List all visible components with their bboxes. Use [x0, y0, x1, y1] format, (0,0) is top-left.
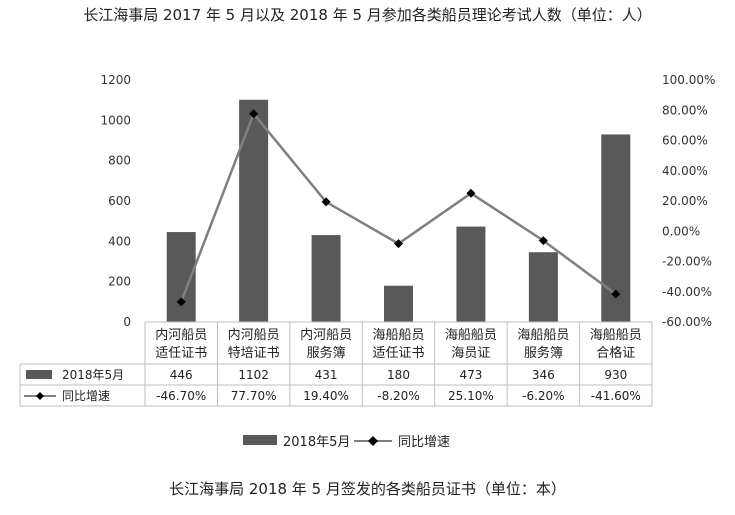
data-label: 473	[459, 368, 482, 382]
data-label: -6.20%	[522, 389, 564, 403]
data-label: 1102	[238, 368, 269, 382]
data-label: 930	[604, 368, 627, 382]
right-tick-label: -40.00%	[662, 285, 712, 299]
left-tick-label: 600	[108, 194, 131, 208]
legend-key-bar	[26, 370, 52, 379]
category-label: 适任证书	[155, 346, 207, 361]
data-label: 25.10%	[448, 389, 494, 403]
left-tick-label: 1200	[100, 73, 131, 87]
left-tick-label: 400	[108, 234, 131, 248]
line-point	[611, 289, 621, 299]
line-point	[466, 188, 476, 198]
data-label: 19.40%	[303, 389, 349, 403]
line-point	[394, 239, 403, 249]
line-point	[176, 297, 186, 307]
category-label: 合格证	[596, 345, 635, 361]
category-label: 特培证书	[228, 345, 280, 361]
bar	[528, 252, 558, 322]
category-label: 适任证书	[372, 346, 424, 361]
legend-label: 同比增速	[398, 435, 450, 450]
category-label: 服务簿	[307, 345, 346, 361]
data-label: 446	[170, 368, 193, 382]
legend-key-bar	[243, 435, 277, 445]
data-label: -46.70%	[156, 389, 206, 403]
category-label: 海船船员	[590, 328, 642, 343]
right-tick-label: 20.00%	[662, 194, 708, 208]
bar	[311, 235, 341, 322]
category-label: 内河船员	[300, 327, 352, 343]
right-tick-label: 80.00%	[662, 103, 708, 117]
left-tick-label: 0	[123, 315, 131, 329]
category-label: 内河船员	[155, 327, 207, 343]
bar	[384, 285, 413, 322]
data-label: 180	[387, 368, 410, 382]
figure-caption: 长江海事局 2018 年 5 月签发的各类船员证书（单位：本）	[169, 480, 566, 498]
chart-title: 长江海事局 2017 年 5 月以及 2018 年 5 月参加各类船员理论考试人…	[83, 6, 652, 24]
category-label: 海船船员	[372, 328, 424, 343]
left-tick-label: 200	[108, 275, 131, 289]
legend-key-marker	[36, 392, 44, 400]
right-tick-label: 0.00%	[662, 224, 700, 238]
line-point	[321, 197, 331, 207]
row-header: 同比增速	[62, 389, 110, 403]
line-point	[538, 236, 548, 246]
data-label: 346	[532, 368, 555, 382]
data-label: 431	[315, 368, 338, 382]
category-label: 海船船员	[445, 328, 497, 343]
line-point	[249, 109, 259, 119]
data-label: 77.70%	[231, 389, 277, 403]
bar	[239, 99, 269, 322]
right-tick-label: -20.00%	[662, 255, 712, 269]
category-label: 海船船员	[517, 328, 569, 343]
right-tick-label: -60.00%	[662, 315, 712, 329]
left-tick-label: 1000	[100, 113, 131, 127]
legend: 2018年5月 同比增速	[243, 435, 450, 450]
category-label: 内河船员	[228, 327, 280, 343]
axes: 0 200 400 600 800 1000 1200 -60.00% -40.00% -20.0…	[100, 73, 715, 329]
right-tick-label: 60.00%	[662, 134, 708, 148]
data-label: -8.20%	[377, 389, 419, 403]
line-series	[176, 109, 621, 307]
legend-key-marker	[368, 436, 378, 446]
bar-series	[166, 99, 631, 322]
row-header: 2018年5月	[62, 368, 124, 382]
bar	[456, 226, 486, 322]
right-tick-label: 100.00%	[662, 73, 715, 87]
left-tick-label: 800	[108, 154, 131, 168]
legend-label: 2018年5月	[283, 435, 350, 450]
right-tick-label: 40.00%	[662, 164, 708, 178]
category-label: 服务簿	[524, 345, 563, 361]
data-label: -41.60%	[591, 389, 641, 403]
category-label: 海员证	[451, 346, 490, 361]
